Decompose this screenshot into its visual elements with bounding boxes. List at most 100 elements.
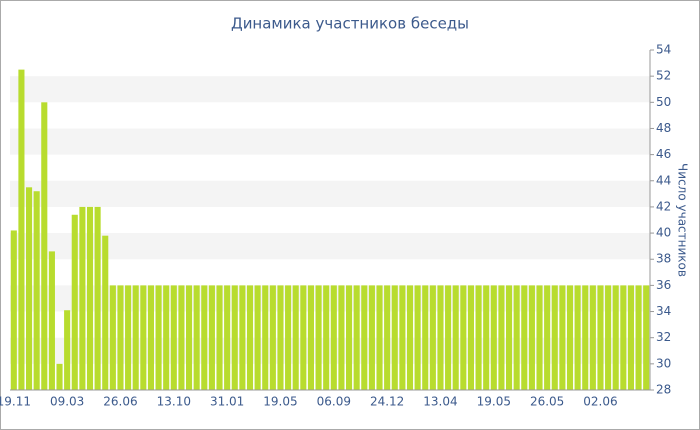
- chart-title: Динамика участников беседы: [231, 15, 469, 33]
- bar: [483, 285, 490, 390]
- grid-band: [10, 337, 650, 364]
- y-tick-label: 54: [656, 43, 671, 57]
- bar: [422, 285, 429, 390]
- y-tick-label: 48: [656, 121, 671, 135]
- bar: [292, 285, 299, 390]
- bar: [346, 285, 353, 390]
- bar: [437, 285, 444, 390]
- x-tick-label: 19.05: [263, 395, 297, 409]
- bar: [262, 285, 269, 390]
- bar: [109, 285, 116, 390]
- bar: [506, 285, 513, 390]
- y-tick-label: 46: [656, 147, 671, 161]
- bar: [94, 206, 101, 390]
- bar: [86, 206, 94, 390]
- bar: [368, 285, 375, 390]
- bar: [376, 285, 383, 390]
- bar: [125, 285, 132, 390]
- bar: [231, 285, 238, 390]
- x-tick-label: 19.05: [477, 395, 511, 409]
- y-tick-label: 52: [656, 69, 671, 83]
- x-tick-label: 24.12: [370, 395, 404, 409]
- grid-band: [10, 233, 650, 260]
- bar: [26, 187, 33, 390]
- bar: [627, 285, 634, 390]
- bar: [56, 363, 63, 390]
- bar: [544, 285, 551, 390]
- bar: [574, 285, 581, 390]
- bar: [323, 285, 330, 390]
- bar: [170, 285, 177, 390]
- bar: [147, 285, 154, 390]
- bar: [498, 285, 505, 390]
- bar: [239, 285, 246, 390]
- bar: [513, 285, 520, 390]
- bar: [605, 285, 612, 390]
- bar: [163, 285, 170, 390]
- bar: [307, 285, 314, 390]
- bar: [452, 285, 459, 390]
- bar: [193, 285, 200, 390]
- bar: [460, 285, 467, 390]
- x-tick-label: 09.03: [50, 395, 84, 409]
- bar: [566, 285, 574, 390]
- bar: [528, 285, 535, 390]
- bar: [64, 310, 71, 390]
- bar: [643, 285, 650, 390]
- bar: [201, 285, 208, 390]
- bar: [132, 285, 139, 390]
- bar: [178, 285, 185, 390]
- bar: [41, 102, 48, 391]
- x-tick-label: 31.01: [210, 395, 244, 409]
- bar: [208, 285, 215, 390]
- bar: [33, 191, 40, 390]
- bar: [353, 285, 360, 390]
- bar: [269, 285, 276, 390]
- x-tick-label: 26.06: [103, 395, 137, 409]
- bar: [467, 285, 474, 390]
- bar: [300, 285, 307, 390]
- x-tick-label: 13.04: [423, 395, 457, 409]
- bar: [391, 285, 398, 390]
- y-axis-label: Число участников: [676, 163, 690, 277]
- bar: [429, 285, 436, 390]
- bar: [330, 285, 337, 390]
- grid-band: [10, 180, 650, 207]
- bar: [521, 285, 528, 390]
- bar: [216, 285, 223, 390]
- bar: [315, 285, 322, 390]
- bar: [155, 285, 162, 390]
- y-tick-label: 28: [656, 383, 671, 397]
- x-tick-label: 26.05: [530, 395, 564, 409]
- bar: [285, 285, 292, 390]
- bar: [140, 285, 147, 390]
- y-tick-label: 42: [656, 199, 671, 213]
- bar: [445, 285, 452, 390]
- x-tick-label: 13.10: [157, 395, 191, 409]
- x-tick-label: 19.11: [0, 395, 31, 409]
- bar: [277, 285, 284, 390]
- bar: [620, 285, 627, 390]
- y-tick-label: 40: [656, 226, 671, 240]
- bar: [597, 285, 604, 390]
- grid-band: [10, 76, 650, 103]
- y-tick-label: 44: [656, 173, 671, 187]
- bar: [338, 285, 345, 390]
- y-tick-label: 50: [656, 95, 671, 109]
- bar: [551, 285, 558, 390]
- bar: [414, 285, 421, 390]
- y-tick-label: 34: [656, 304, 671, 318]
- bar: [399, 285, 406, 390]
- bar: [635, 285, 642, 390]
- bar: [10, 230, 17, 390]
- grid-band: [10, 128, 650, 155]
- bar: [102, 235, 109, 390]
- bar: [384, 285, 391, 390]
- x-tick-label: 02.06: [583, 395, 617, 409]
- bar: [48, 251, 55, 390]
- grid-band: [10, 285, 650, 312]
- bar: [361, 285, 368, 390]
- bar: [582, 285, 589, 390]
- bar: [224, 285, 231, 390]
